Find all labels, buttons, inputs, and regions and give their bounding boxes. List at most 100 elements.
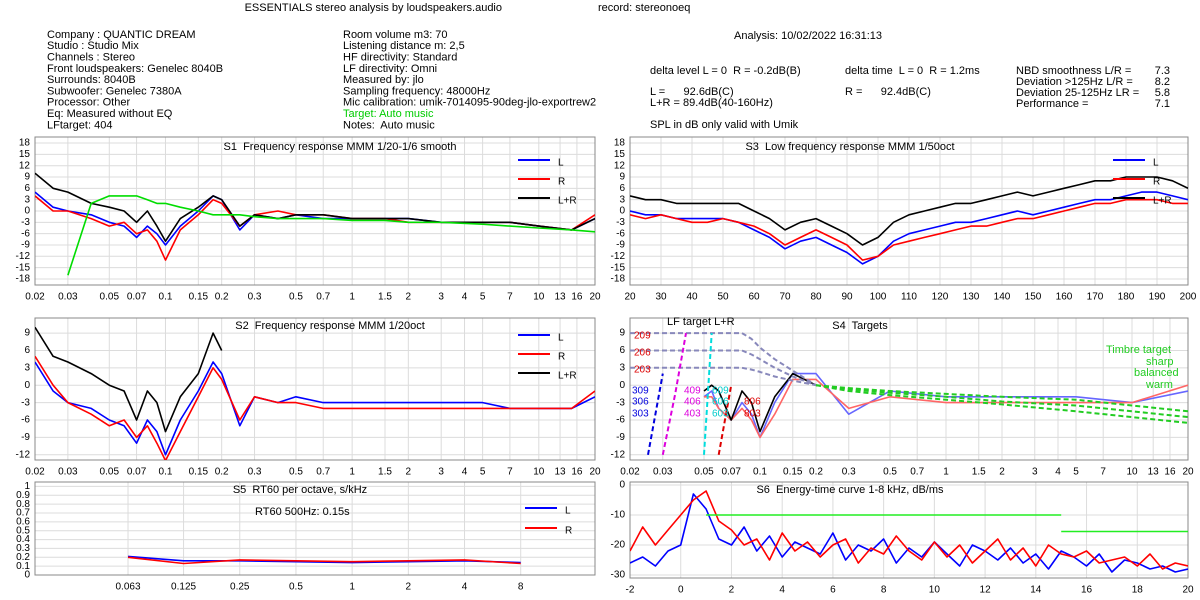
x-tick-label: 5 [480, 292, 486, 303]
annotation: 606 [712, 397, 729, 408]
chart-title: S6 Energy-time curve 1-8 kHz, dB/ms [756, 484, 944, 496]
y-tick-label: 0 [619, 206, 625, 217]
delta-time: delta time L = 0 R = 1.2ms [845, 65, 980, 77]
x-tick-label: 20 [1182, 585, 1194, 596]
x-tick-label: 8 [518, 582, 524, 593]
y-tick-label: 12 [614, 160, 626, 171]
x-tick-label: 10 [929, 585, 941, 596]
score-label: Performance = [1016, 98, 1088, 110]
x-tick-label: 190 [1149, 292, 1166, 303]
x-tick-label: 20 [589, 467, 601, 478]
page-title: ESSENTIALS stereo analysis by loudspeake… [245, 2, 502, 14]
annotation: balanced [1134, 367, 1179, 379]
x-tick-label: 0.5 [289, 582, 303, 593]
x-tick-label: 0.7 [316, 467, 330, 478]
x-tick-label: 0.5 [289, 292, 303, 303]
y-tick-label: -20 [611, 540, 626, 551]
score-label: Deviation >125Hz L/R = [1016, 76, 1133, 88]
x-tick-label: 16 [1081, 585, 1093, 596]
x-tick-label: 0.5 [883, 467, 897, 478]
y-tick-label: 6 [24, 183, 30, 194]
x-tick-label: 0.05 [100, 467, 120, 478]
series-line [35, 172, 595, 242]
x-tick-label: 0.02 [25, 292, 45, 303]
series-line [630, 366, 817, 387]
info-line: HF directivity: Standard [343, 52, 457, 64]
y-tick-label: 15 [614, 149, 626, 160]
score-label: Deviation 25-125Hz LR = [1016, 87, 1139, 99]
y-tick-label: 9 [24, 172, 30, 183]
y-tick-label: -12 [611, 449, 626, 460]
y-tick-label: -12 [16, 449, 31, 460]
x-tick-label: 5 [1073, 467, 1079, 478]
annotation: warm [1145, 379, 1173, 391]
y-tick-label: -6 [616, 415, 625, 426]
y-tick-label: 1 [24, 481, 30, 492]
x-tick-label: 200 [1180, 292, 1197, 303]
series-line [630, 198, 1188, 261]
x-tick-label: 1 [943, 467, 949, 478]
info-line: Surrounds: 8040B [47, 74, 136, 86]
x-tick-label: 110 [901, 292, 917, 303]
x-tick-label: 0.07 [721, 467, 741, 478]
x-tick-label: 3 [1032, 467, 1038, 478]
x-tick-label: 7 [507, 467, 513, 478]
x-tick-label: 0.2 [215, 467, 229, 478]
x-tick-label: 4 [462, 467, 468, 478]
y-tick-label: 0.4 [16, 534, 30, 545]
x-tick-label: 0.03 [653, 467, 673, 478]
series-line [630, 176, 1188, 246]
series-line [35, 326, 223, 433]
y-tick-label: 18 [19, 138, 31, 149]
series-line [35, 355, 595, 460]
x-tick-label: 1.5 [378, 467, 392, 478]
x-tick-label: 90 [841, 292, 853, 303]
x-tick-label: 170 [1087, 292, 1104, 303]
x-tick-label: 3 [438, 467, 444, 478]
x-tick-label: 60 [748, 292, 760, 303]
x-tick-label: 130 [963, 292, 980, 303]
series-line [717, 385, 733, 455]
x-tick-label: 2 [729, 585, 735, 596]
x-tick-label: 0.3 [248, 292, 262, 303]
legend-label: L+R [1153, 196, 1172, 207]
x-tick-label: 150 [1025, 292, 1042, 303]
y-tick-label: -3 [616, 397, 625, 408]
x-tick-label: 120 [932, 292, 949, 303]
annotation: 806 [744, 397, 761, 408]
y-tick-label: -9 [616, 432, 625, 443]
x-tick-label: 0.03 [58, 467, 78, 478]
series-line [703, 333, 713, 455]
plot-frame [34, 317, 596, 461]
y-tick-label: -15 [16, 262, 31, 273]
x-tick-label: 10 [533, 467, 545, 478]
y-tick-label: 3 [619, 194, 625, 205]
x-tick-label: 20 [624, 292, 636, 303]
x-tick-label: 20 [589, 292, 601, 303]
x-tick-label: 2 [999, 467, 1005, 478]
info-line: Notes: Auto music [343, 119, 435, 131]
x-tick-label: 13 [1148, 467, 1160, 478]
annotation: 306 [632, 397, 649, 408]
info-line: Eq: Measured without EQ [47, 108, 173, 120]
x-tick-label: 160 [1056, 292, 1073, 303]
x-tick-label: 0 [678, 585, 684, 596]
series-line [706, 514, 1188, 533]
x-tick-label: 14 [1030, 585, 1042, 596]
info-line: Target: Auto music [343, 108, 434, 120]
plot: 00.10.20.30.40.50.60.70.80.910.063 0.125 0… [16, 481, 596, 593]
plot-frame [34, 481, 596, 576]
x-tick-label: 0.15 [189, 467, 209, 478]
info-line: Sampling frequency: 48000Hz [343, 85, 490, 97]
legend-label: L [1153, 158, 1159, 169]
x-tick-label: 0.5 [289, 467, 303, 478]
series-line [67, 195, 595, 276]
y-tick-label: -9 [616, 240, 625, 251]
y-tick-label: -18 [16, 274, 31, 285]
legend-label: R [558, 352, 565, 363]
y-tick-label: -6 [616, 228, 625, 239]
y-tick-label: 0 [24, 570, 30, 581]
x-tick-label: 3 [438, 292, 444, 303]
